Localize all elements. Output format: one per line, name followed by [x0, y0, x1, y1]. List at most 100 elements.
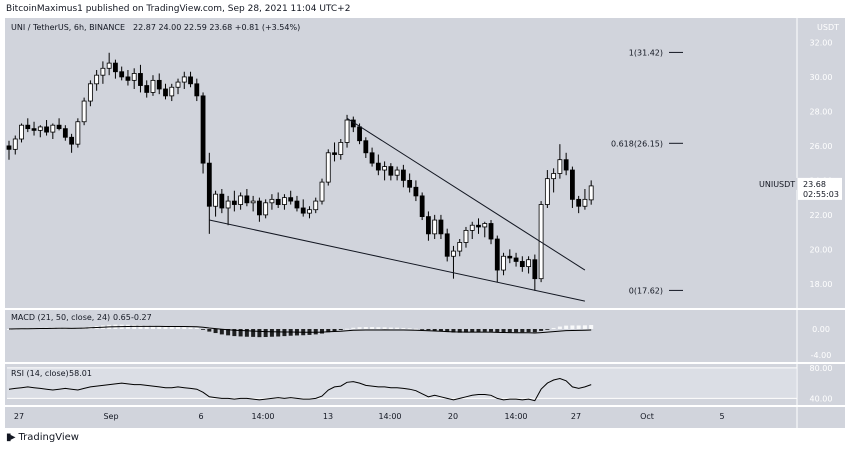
candle: [582, 198, 588, 207]
rsi-label: RSI (14, close): [11, 369, 69, 378]
macd-histogram-bar: [382, 327, 387, 329]
candle: [25, 124, 31, 130]
candle: [37, 126, 43, 131]
macd-histogram-bar: [313, 329, 318, 335]
macd-histogram-bar: [432, 329, 437, 331]
macd-histogram-bar: [332, 329, 337, 332]
candle: [244, 195, 250, 204]
candle: [313, 200, 319, 211]
candle: [488, 223, 494, 240]
candle: [69, 136, 74, 145]
macd-histogram-bar: [213, 329, 218, 334]
trendline-upper: [346, 117, 586, 271]
candle: [106, 62, 112, 69]
candle: [451, 250, 456, 257]
macd-histogram-bar: [501, 329, 506, 333]
candle: [150, 79, 156, 93]
price-tick-label: 20.00: [810, 245, 833, 254]
candle: [169, 86, 175, 97]
macd-histogram-bar: [226, 329, 231, 336]
candle: [200, 95, 206, 164]
macd-histogram-bar: [263, 329, 268, 338]
macd-tick-label: -4.00: [811, 351, 832, 360]
tradingview-logo-icon: ▮▸: [6, 432, 15, 443]
price-tag-countdown: 02:55:03: [803, 190, 839, 199]
candle: [588, 185, 594, 201]
candle: [56, 124, 62, 130]
macd-histogram-bar: [338, 329, 343, 331]
candle: [138, 73, 143, 86]
macd-histogram-bar: [251, 329, 256, 337]
candle: [444, 233, 450, 257]
macd-histogram-bar: [188, 327, 193, 329]
macd-histogram-bar: [357, 327, 362, 329]
candle: [432, 219, 438, 235]
rsi-line: [8, 377, 592, 402]
macd-histogram-bar: [201, 329, 206, 330]
macd-histogram-bar: [207, 329, 212, 332]
x-axis-tick-label: 14:00: [378, 412, 401, 421]
candle: [282, 197, 287, 205]
macd-histogram-bar: [457, 329, 462, 333]
macd-histogram-bar: [507, 329, 512, 333]
macd-histogram-bar: [463, 329, 468, 333]
candle: [382, 166, 388, 171]
candle: [325, 152, 331, 183]
candle: [231, 200, 237, 205]
macd-histogram-bar: [401, 327, 406, 329]
candle: [225, 200, 231, 209]
candle: [338, 142, 344, 155]
fib-level-label: 0(17.62): [629, 286, 663, 295]
candle: [44, 126, 49, 133]
candle: [125, 76, 131, 81]
legend-ohlc: 22.87 24.00 22.59 23.68 +0.81 (+3.54%): [133, 23, 300, 32]
macd-histogram-bar: [589, 325, 594, 329]
candle: [438, 219, 444, 235]
macd-histogram-bar: [282, 329, 287, 337]
macd-histogram-bar: [407, 328, 412, 330]
candle: [400, 169, 406, 181]
tradingview-logo[interactable]: ▮▸ TradingView: [6, 432, 79, 443]
macd-histogram-bar: [244, 329, 249, 337]
candle: [50, 124, 56, 133]
candle: [551, 173, 557, 180]
price-tick-label: 18.00: [810, 280, 833, 289]
footer: ▮▸ TradingView: [0, 428, 850, 450]
macd-histogram-bar: [520, 329, 525, 333]
candle: [113, 62, 118, 73]
candle: [563, 159, 569, 171]
macd-histogram-bar: [582, 325, 587, 329]
candle: [526, 259, 531, 268]
candle: [275, 198, 281, 205]
candle: [494, 238, 500, 271]
price-tick-label: 22.00: [810, 211, 833, 220]
macd-histogram-bar: [194, 327, 199, 329]
candle: [294, 200, 300, 209]
macd-histogram-bar: [157, 326, 162, 329]
x-axis-tick-label: 5: [719, 412, 724, 421]
macd-histogram-bar: [551, 327, 556, 329]
macd-histogram-bar: [514, 329, 519, 333]
candle: [457, 242, 463, 252]
candle: [163, 88, 168, 97]
macd-histogram-bar: [420, 329, 425, 330]
chart-svg: UNI / TetherUS, 6h, BINANCE 22.87 24.00 2…: [5, 18, 845, 428]
macd-histogram-bar: [257, 329, 262, 338]
candle: [501, 255, 506, 271]
tradingview-logo-text: TradingView: [18, 432, 79, 443]
x-axis-tick-label: 27: [571, 412, 581, 421]
macd-histogram-bar: [388, 327, 393, 329]
macd-value: -0.27: [131, 313, 152, 322]
candle: [300, 207, 306, 214]
candle: [238, 195, 244, 205]
candle: [81, 100, 87, 123]
legend-symbol: UNI / TetherUS, 6h, BINANCE: [11, 23, 125, 32]
candle: [256, 200, 262, 216]
candle: [206, 162, 212, 207]
macd-histogram-bar: [163, 326, 168, 329]
rsi-band: [7, 367, 797, 399]
candle: [463, 229, 469, 243]
macd-histogram-bar: [557, 326, 562, 329]
macd-histogram-bar: [564, 325, 569, 329]
macd-histogram-bar: [576, 325, 581, 329]
